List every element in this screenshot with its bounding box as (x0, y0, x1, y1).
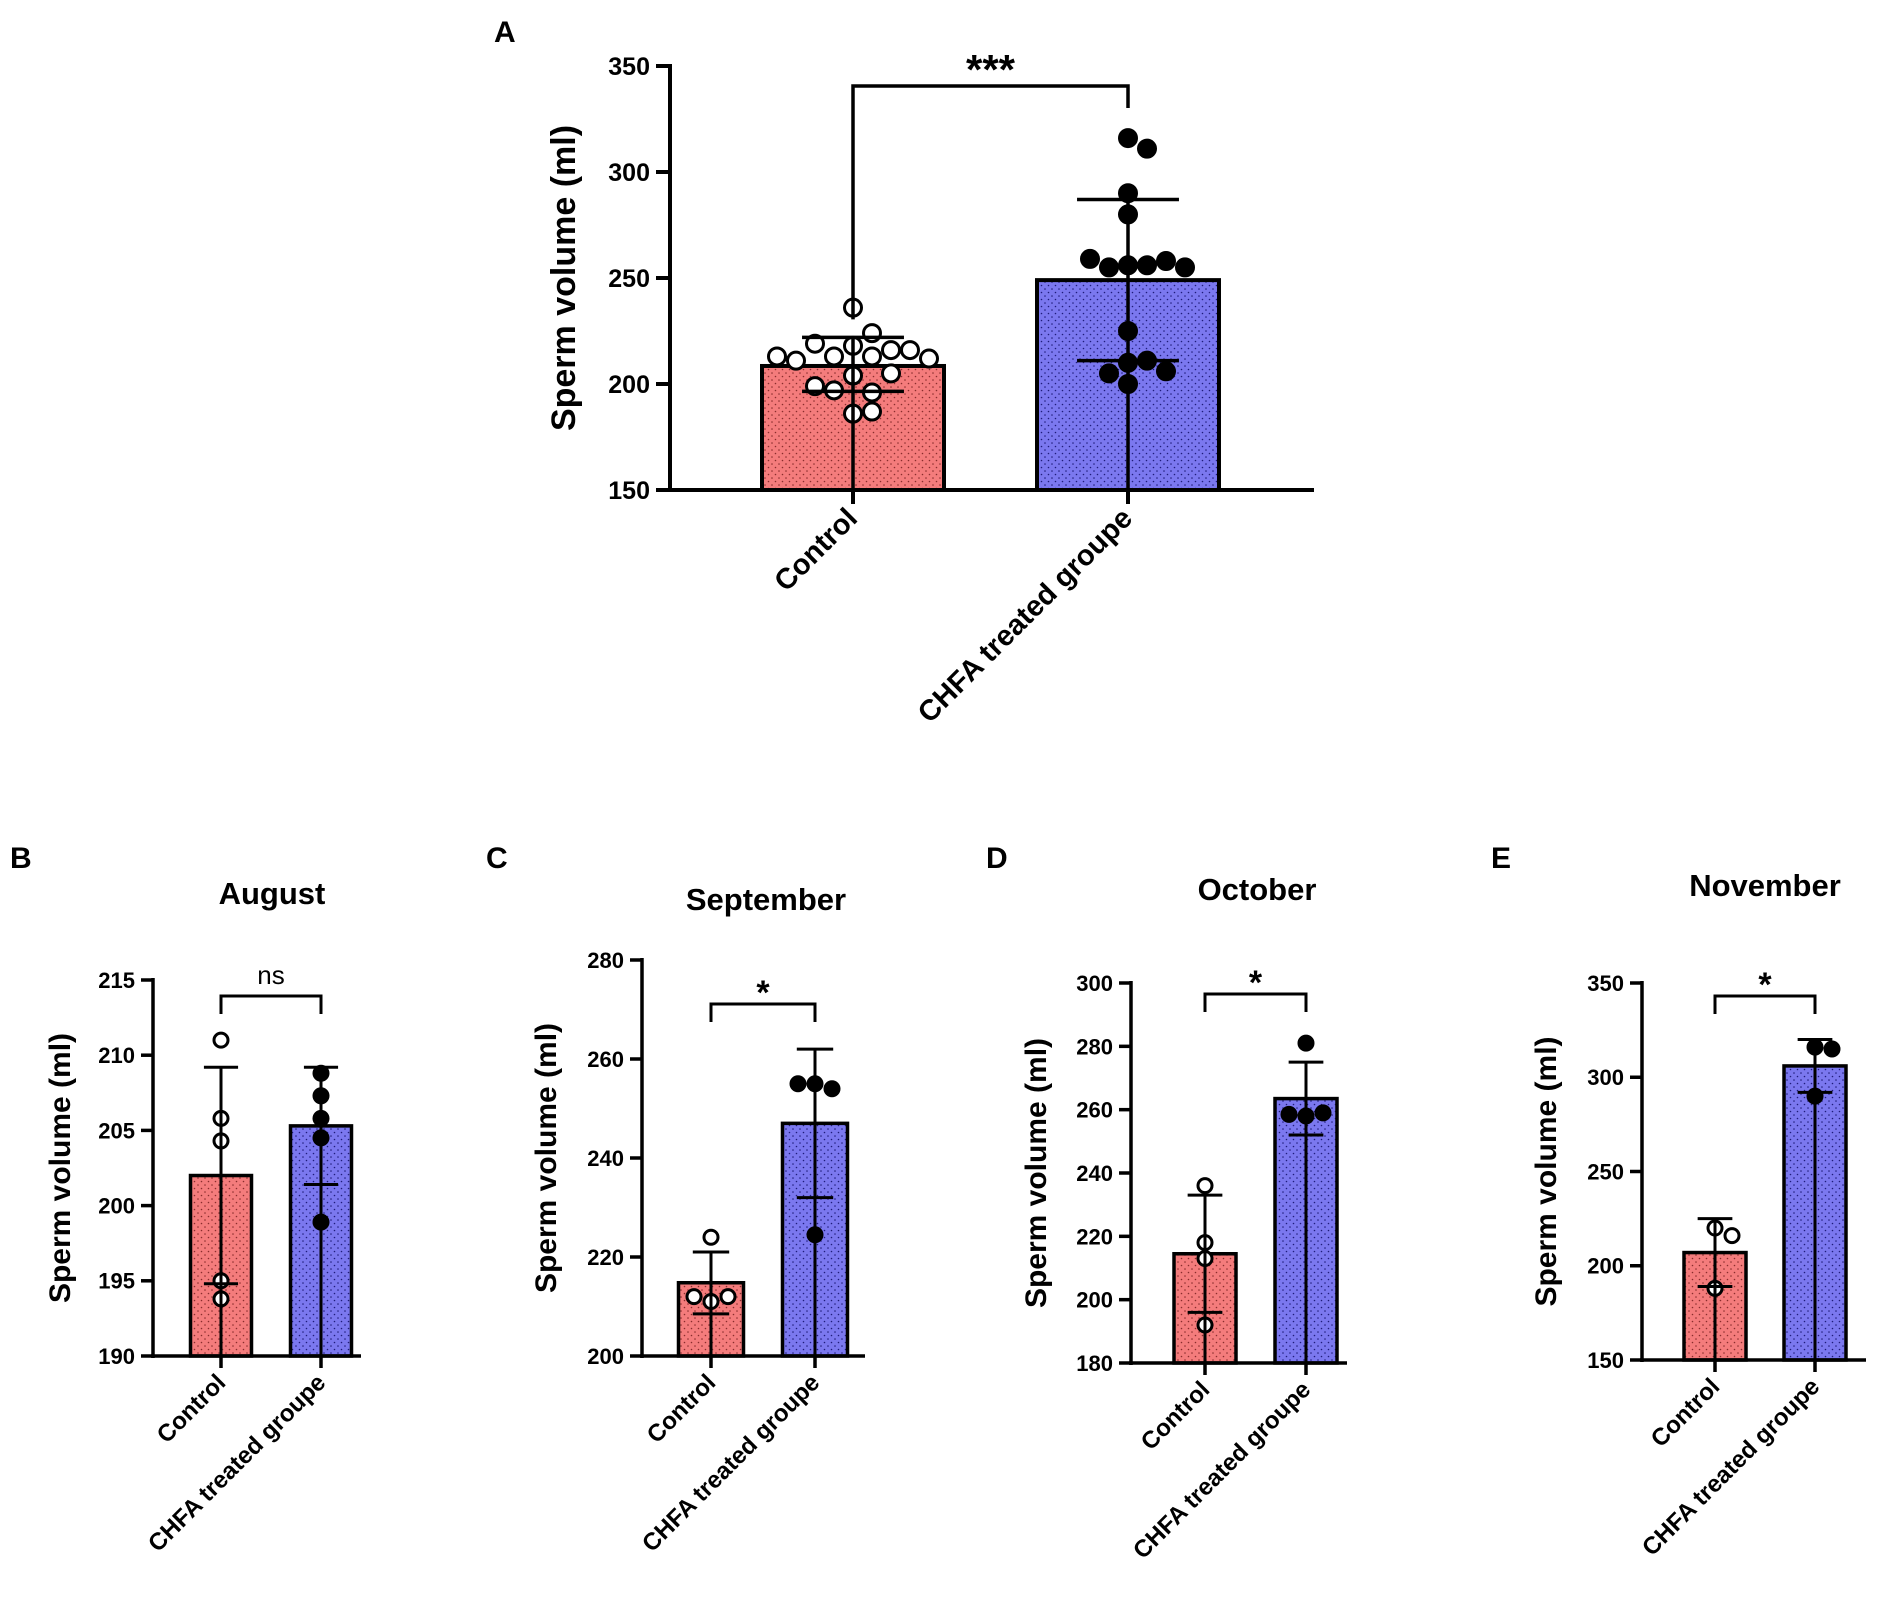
data-point-control (767, 346, 787, 367)
data-point-control (862, 401, 882, 422)
x-tick-label: Control (768, 502, 864, 598)
y-tick-label: 300 (1076, 971, 1113, 996)
x-tick-label: Control (1136, 1376, 1215, 1455)
y-tick-label: 200 (587, 1344, 624, 1369)
y-tick-label: 280 (1076, 1034, 1113, 1059)
y-tick-label: 195 (98, 1269, 135, 1294)
panel-d: D October 180 200 220 240 260 280 300 ControlCHFA… (986, 842, 1347, 1564)
x-tick-label: CHFA treated groupe (1637, 1373, 1825, 1561)
y-tick-label: 200 (1587, 1254, 1624, 1279)
data-point-treated (1080, 248, 1100, 269)
chart-title: November (1689, 868, 1841, 903)
data-point-treated (1297, 1034, 1315, 1052)
data-point-treated (1137, 255, 1157, 276)
data-point-treated (1099, 363, 1119, 384)
data-point-control (1723, 1227, 1741, 1245)
data-point-treated (1156, 251, 1176, 272)
data-point-control (862, 346, 882, 367)
data-point-control (919, 348, 939, 369)
data-point-control (900, 340, 920, 361)
panel-letter: E (1491, 842, 1511, 875)
y-tick-label: 215 (98, 968, 135, 993)
y-axis-label: Sperm volume (ml) (1530, 1036, 1563, 1306)
data-point-control (805, 333, 825, 354)
x-tick-label: CHFA treated groupe (1128, 1376, 1316, 1564)
chart-title: September (686, 882, 846, 917)
significance-label: * (1758, 966, 1772, 1004)
x-tick-label: Control (642, 1369, 721, 1448)
y-tick-label: 300 (608, 159, 650, 187)
chart-title: October (1198, 872, 1317, 907)
x-tick-label: Control (1646, 1373, 1725, 1452)
significance-label: * (756, 974, 770, 1012)
y-tick-label: 220 (1076, 1224, 1113, 1249)
data-point-treated (1314, 1104, 1332, 1122)
y-tick-label: 250 (608, 265, 650, 293)
x-tick-label: CHFA treated groupe (637, 1369, 825, 1557)
y-tick-label: 200 (1076, 1288, 1113, 1313)
chart-title: August (219, 876, 326, 911)
x-tick-label: Control (152, 1369, 231, 1448)
significance-label: ns (257, 960, 284, 990)
y-tick-label: 260 (1076, 1098, 1113, 1123)
data-point-control (881, 340, 901, 361)
y-tick-label: 150 (608, 477, 650, 505)
x-tick-label: CHFA treated groupe (912, 502, 1139, 729)
y-tick-label: 250 (1587, 1159, 1624, 1184)
data-point-treated (1823, 1040, 1841, 1058)
data-point-treated (1156, 361, 1176, 382)
y-tick-label: 280 (587, 948, 624, 973)
significance-label: *** (966, 46, 1016, 93)
panel-letter: D (986, 842, 1008, 875)
y-axis-label: Sperm volume (ml) (1020, 1038, 1053, 1308)
data-point-control (786, 350, 806, 371)
y-tick-label: 350 (608, 53, 650, 81)
data-point-control (881, 363, 901, 384)
y-axis-label: Sperm volume (ml) (44, 1033, 77, 1303)
y-tick-label: 240 (1076, 1161, 1113, 1186)
data-point-control (702, 1228, 720, 1246)
data-point-control (212, 1031, 230, 1049)
data-point-control (719, 1288, 737, 1306)
significance-label: * (1249, 964, 1263, 1002)
data-point-treated (1137, 138, 1157, 159)
data-point-treated (1175, 257, 1195, 278)
significance-bracket (709, 1002, 817, 1022)
data-point-treated (1099, 257, 1119, 278)
y-tick-label: 240 (587, 1146, 624, 1171)
y-axis-label: Sperm volume (ml) (545, 125, 583, 431)
data-point-control (685, 1288, 703, 1306)
data-point-control (1196, 1177, 1214, 1195)
x-tick-label: CHFA treated groupe (143, 1369, 331, 1557)
y-tick-label: 260 (587, 1047, 624, 1072)
panel-letter: A (494, 16, 516, 49)
y-tick-label: 200 (608, 371, 650, 399)
data-point-treated (789, 1075, 807, 1093)
y-tick-label: 300 (1587, 1065, 1624, 1090)
y-tick-label: 205 (98, 1118, 135, 1143)
panel-letter: C (486, 842, 508, 875)
significance-bracket (851, 84, 1130, 320)
y-tick-label: 200 (98, 1194, 135, 1219)
data-point-control (824, 346, 844, 367)
data-point-treated (1118, 128, 1138, 149)
significance-bracket (219, 994, 323, 1014)
y-tick-label: 190 (98, 1344, 135, 1369)
panel-letter: B (10, 842, 32, 875)
y-tick-label: 220 (587, 1245, 624, 1270)
y-tick-label: 180 (1076, 1351, 1113, 1376)
data-point-treated (823, 1080, 841, 1098)
significance-bracket (1203, 992, 1308, 1012)
y-axis-label: Sperm volume (ml) (530, 1023, 563, 1293)
y-tick-label: 210 (98, 1043, 135, 1068)
y-tick-label: 150 (1587, 1348, 1624, 1373)
significance-bracket (1713, 994, 1817, 1014)
data-point-treated (1280, 1105, 1298, 1123)
y-tick-label: 350 (1587, 971, 1624, 996)
panel-a: A 150 200 250 300 350 Control CHFA treated grou… (494, 16, 1314, 729)
